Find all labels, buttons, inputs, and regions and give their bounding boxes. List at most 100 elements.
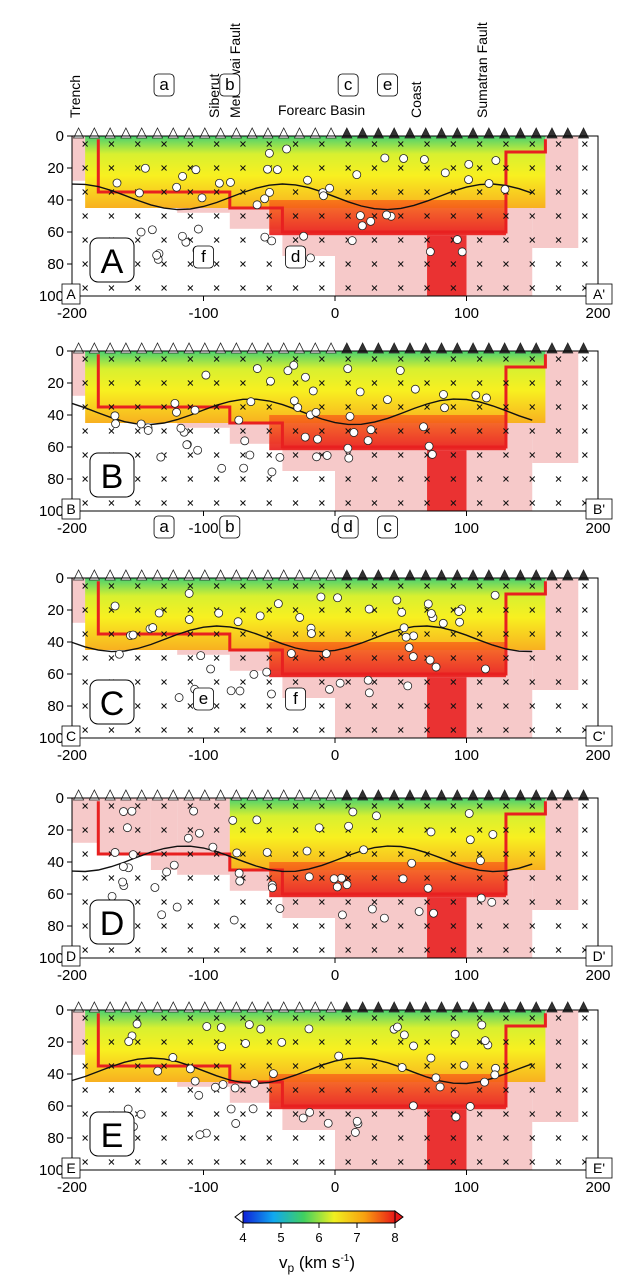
earthquake <box>232 1119 240 1127</box>
grid-node <box>83 704 88 709</box>
x-tick-label: 0 <box>331 1179 339 1196</box>
grid-node <box>267 1160 272 1165</box>
earthquake <box>263 848 271 856</box>
y-tick-label: 80 <box>47 1130 64 1147</box>
earthquake <box>230 916 238 924</box>
earthquake <box>115 650 123 658</box>
grid-node <box>240 1136 245 1141</box>
x-tick-label: -100 <box>188 747 218 764</box>
grid-node <box>214 286 219 291</box>
grid-node <box>162 262 167 267</box>
x-tick-label: -200 <box>57 305 87 322</box>
x-tick-label: -200 <box>57 747 87 764</box>
earthquake <box>234 618 242 626</box>
grid-node <box>582 190 587 195</box>
grid-node <box>582 429 587 434</box>
grid-node <box>83 948 88 953</box>
callout-label: b <box>225 75 234 94</box>
earthquake <box>301 373 309 381</box>
earthquake <box>111 412 119 420</box>
earthquake <box>175 694 183 702</box>
grid-node <box>214 453 219 458</box>
earthquake <box>313 453 321 461</box>
earthquake <box>441 404 449 412</box>
grid-node <box>162 286 167 291</box>
grid-node <box>582 405 587 410</box>
grid-node <box>267 1136 272 1141</box>
earthquake <box>405 644 413 652</box>
earthquake <box>404 682 412 690</box>
grid-node <box>240 680 245 685</box>
grid-node <box>319 1160 324 1165</box>
earthquake <box>408 859 416 867</box>
earthquake <box>409 653 417 661</box>
earthquake <box>250 1079 258 1087</box>
grid-node <box>582 1136 587 1141</box>
earthquake <box>209 843 217 851</box>
grid-node <box>556 704 561 709</box>
earthquake <box>351 1128 359 1136</box>
grid-node <box>582 453 587 458</box>
grid-node <box>556 286 561 291</box>
grid-node <box>240 728 245 733</box>
sumatran-fault-label: Sumatran Fault <box>474 22 490 118</box>
grid-node <box>188 728 193 733</box>
earthquake <box>333 883 341 891</box>
earthquake <box>466 1102 474 1110</box>
earthquake <box>432 663 440 671</box>
earthquake <box>256 612 264 620</box>
grid-node <box>240 262 245 267</box>
callout-label: d <box>343 517 352 536</box>
grid-node <box>556 262 561 267</box>
grid-node <box>135 238 140 243</box>
grid-node <box>83 728 88 733</box>
earthquake <box>268 468 276 476</box>
y-tick-label: 0 <box>56 128 64 145</box>
earthquake <box>356 212 364 220</box>
grid-node <box>162 1136 167 1141</box>
grid-node <box>83 262 88 267</box>
earthquake <box>245 1021 253 1029</box>
grid-node <box>188 477 193 482</box>
earthquake <box>455 608 463 616</box>
grid-node <box>188 1112 193 1117</box>
vp-deep-region <box>427 235 466 296</box>
earthquake <box>360 846 368 854</box>
earthquake <box>155 609 163 617</box>
earthquake <box>400 155 408 163</box>
grid-node <box>582 1112 587 1117</box>
grid-node <box>162 900 167 905</box>
grid-node <box>240 948 245 953</box>
grid-node <box>188 948 193 953</box>
y-tick-label: 60 <box>47 1098 64 1115</box>
grid-node <box>240 924 245 929</box>
grid-node <box>582 876 587 881</box>
earthquake <box>218 1043 226 1051</box>
earthquake <box>198 194 206 202</box>
earthquake <box>235 869 243 877</box>
x-tick-label: 0 <box>331 305 339 322</box>
grid-node <box>582 680 587 685</box>
earthquake <box>425 442 433 450</box>
earthquake <box>324 1119 332 1127</box>
colorbar-tick-label: 6 <box>315 1230 322 1245</box>
earthquake <box>269 1070 277 1078</box>
earthquake <box>290 397 298 405</box>
earthquake <box>207 665 215 673</box>
earthquake <box>278 1038 286 1046</box>
earthquake <box>319 192 327 200</box>
earthquake <box>439 619 447 627</box>
grid-node <box>293 1136 298 1141</box>
earthquake <box>144 426 152 434</box>
earthquake <box>453 236 461 244</box>
earthquake <box>158 911 166 919</box>
corner-right-label: A' <box>593 286 605 302</box>
grid-node <box>214 704 219 709</box>
earthquake <box>482 394 490 402</box>
grid-node <box>582 900 587 905</box>
y-tick-label: 100 <box>39 950 64 967</box>
grid-node <box>162 680 167 685</box>
grid-node <box>162 1160 167 1165</box>
earthquake <box>215 179 223 187</box>
grid-node <box>319 924 324 929</box>
